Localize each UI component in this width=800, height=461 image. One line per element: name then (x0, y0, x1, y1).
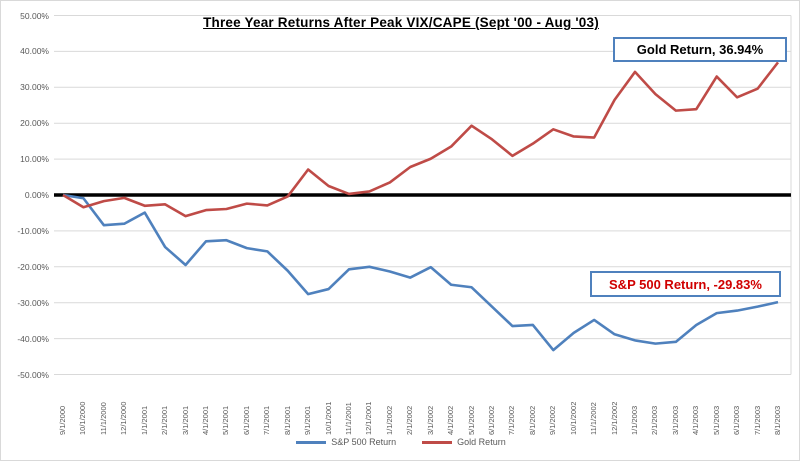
x-axis-tick-label: 2/1/2003 (650, 405, 660, 435)
x-axis-tick-label: 1/1/2001 (139, 405, 149, 435)
x-axis-tick-label: 3/1/2001 (180, 405, 190, 435)
chart-title: Three Year Returns After Peak VIX/CAPE (… (203, 15, 599, 30)
x-axis-tick-label: 4/1/2001 (201, 405, 210, 435)
x-axis-tick-label: 7/1/2003 (752, 405, 762, 435)
x-axis-tick-label: 10/1/2001 (323, 401, 333, 435)
y-axis-tick-label: 30.00% (20, 82, 49, 93)
y-axis-tick-label: -50.00% (17, 369, 49, 380)
y-axis-tick-label: 20.00% (20, 118, 49, 129)
x-axis-tick-label: 2/1/2002 (405, 405, 415, 435)
x-axis-tick-label: 4/1/2002 (446, 405, 456, 435)
y-axis-tick-label: -20.00% (17, 261, 49, 272)
x-axis-tick-label: 8/1/2003 (773, 405, 782, 435)
x-axis-tick-label: 11/1/2001 (344, 402, 353, 435)
y-axis-tick-label: -30.00% (17, 297, 49, 308)
x-axis-tick-label: 5/1/2002 (466, 405, 476, 435)
legend: S&P 500 Return Gold Return (1, 434, 799, 450)
y-axis-tick-label: -10.00% (17, 225, 49, 236)
y-axis-tick-label: -40.00% (17, 333, 49, 344)
x-axis-tick-label: 11/1/2002 (589, 402, 599, 435)
x-axis-tick-label: 7/1/2001 (262, 405, 272, 435)
legend-item-sp500: S&P 500 Return (296, 437, 396, 447)
gold-line-swatch-icon (422, 440, 453, 444)
x-axis-tick-label: 12/1/2002 (609, 401, 619, 435)
x-axis-tick-label: 9/1/2000 (58, 405, 67, 435)
x-axis-tick-label: 1/1/2002 (384, 405, 394, 435)
x-axis-tick-label: 9/1/2001 (303, 405, 313, 435)
x-axis-tick-label: 12/1/2000 (119, 401, 129, 435)
x-axis-tick-label: 9/1/2002 (548, 405, 558, 435)
x-axis-tick-label: 2/1/2001 (160, 405, 170, 435)
x-axis-tick-label: 8/1/2002 (527, 405, 537, 435)
x-axis-tick-label: 7/1/2002 (507, 405, 517, 435)
x-axis-tick-label: 3/1/2002 (425, 405, 435, 435)
x-axis-tick-label: 5/1/2003 (711, 405, 721, 435)
y-axis-tick-label: 50.00% (20, 10, 49, 21)
x-axis-tick-label: 11/1/2000 (98, 402, 108, 435)
x-axis-tick-label: 4/1/2003 (691, 405, 701, 435)
y-axis-tick-label: 10.00% (20, 154, 49, 165)
x-axis-tick-label: 3/1/2003 (670, 405, 680, 435)
x-axis-tick-label: 6/1/2001 (241, 405, 251, 435)
x-axis-tick-label: 10/1/2000 (78, 401, 88, 435)
x-axis-tick-label: 8/1/2001 (282, 405, 292, 435)
sp500-annotation-label: S&P 500 Return, -29.83% (609, 276, 762, 292)
sp500-annotation-box: S&P 500 Return, -29.83% (590, 271, 781, 297)
x-axis-tick-label: 10/1/2002 (568, 401, 578, 435)
sp500-line-swatch-icon (296, 440, 327, 444)
legend-label-gold: Gold Return (457, 437, 506, 447)
gold-annotation-box: Gold Return, 36.94% (613, 37, 787, 62)
x-axis-tick-label: 1/1/2003 (630, 405, 639, 435)
x-axis-tick-label: 6/1/2002 (487, 405, 496, 435)
gold-annotation-label: Gold Return, 36.94% (636, 42, 764, 57)
x-axis-tick-label: 6/1/2003 (732, 405, 742, 435)
legend-label-sp500: S&P 500 Return (331, 437, 397, 447)
legend-item-gold: Gold Return (422, 437, 506, 447)
y-axis-tick-label: 0.00% (24, 190, 49, 200)
x-axis-tick-label: 5/1/2001 (221, 405, 231, 435)
y-axis-tick-label: 40.00% (20, 46, 49, 57)
x-axis-tick-label: 12/1/2001 (364, 401, 374, 435)
